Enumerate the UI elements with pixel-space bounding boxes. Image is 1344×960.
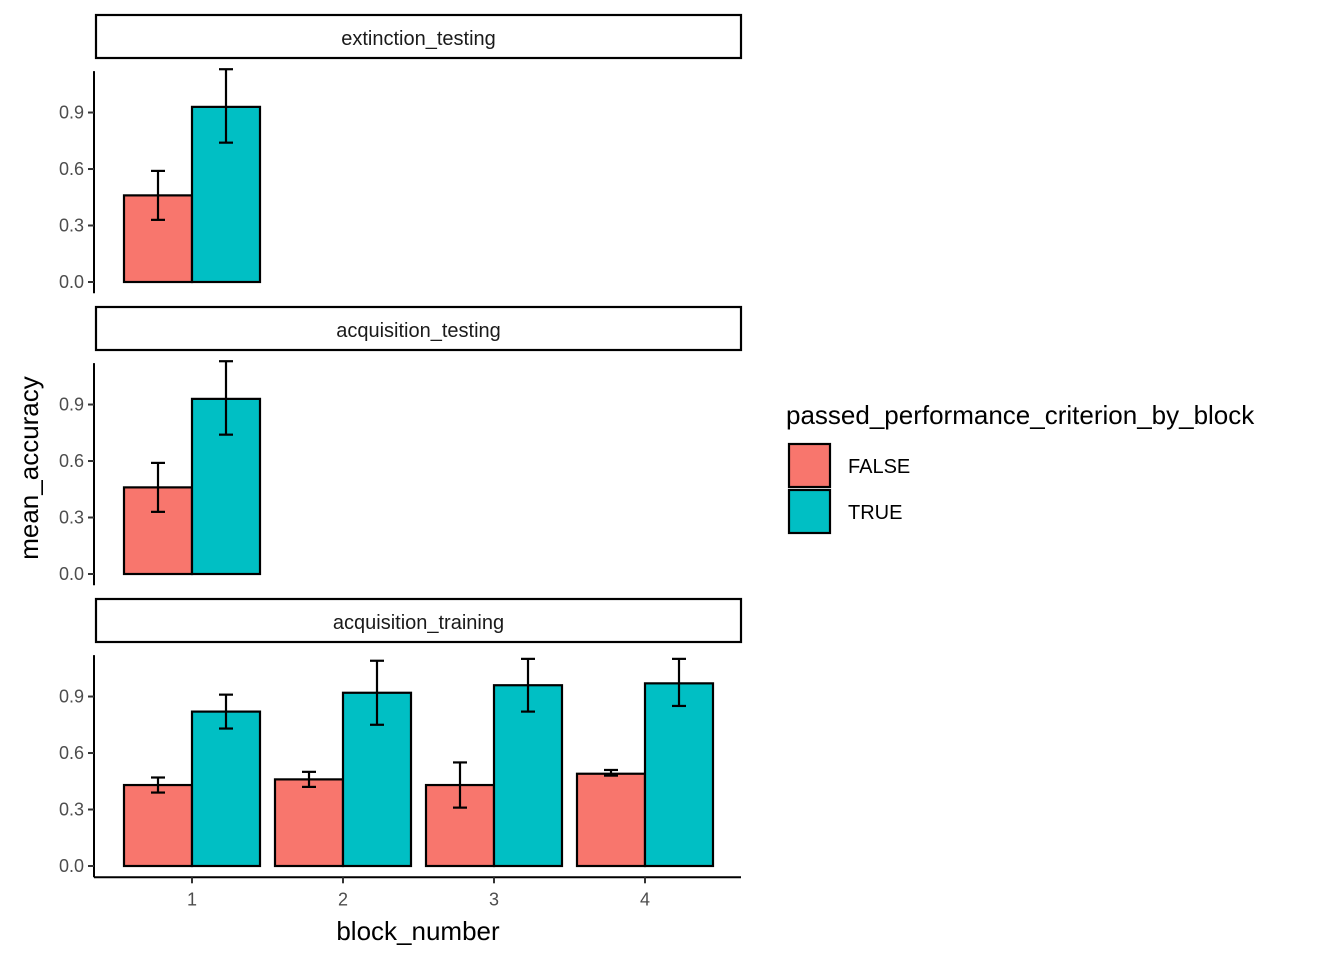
y-axis-title: mean_accuracy: [14, 376, 44, 560]
bar-acquisition_training-block4-FALSE: [575, 772, 647, 868]
y-tick-label: 0.6: [59, 159, 84, 179]
x-tick-label: 1: [187, 889, 197, 909]
legend-items: FALSE TRUE: [787, 442, 910, 535]
x-axis-title: block_number: [336, 916, 500, 946]
facet-strip-label-acquisition_testing: acquisition_testing: [336, 320, 501, 342]
bar-acquisition_training-block2-FALSE: [273, 778, 345, 868]
y-tick-label: 0.0: [59, 272, 84, 292]
y-tick-label: 0.6: [59, 743, 84, 763]
y-tick-label: 0.9: [59, 395, 84, 415]
bar-acquisition_training-block1-TRUE: [190, 710, 262, 868]
facet-strip-label-acquisition_training: acquisition_training: [333, 612, 504, 634]
panels-layer: extinction_testing 0.0 0.3 0.6 0.9 acquisitio…: [59, 13, 743, 909]
x-tick-label: 3: [489, 889, 499, 909]
bar-acquisition_training-block4-TRUE: [643, 682, 715, 868]
legend-title: passed_performance_criterion_by_block: [786, 400, 1255, 430]
facet-strip-label-extinction_testing: extinction_testing: [341, 28, 496, 50]
y-tick-label: 0.9: [59, 103, 84, 123]
x-tick-label: 2: [338, 889, 348, 909]
bar-acquisition_training-block1-FALSE: [122, 783, 194, 868]
y-tick-label: 0.6: [59, 451, 84, 471]
bar-acquisition_training-block3-TRUE: [492, 684, 564, 868]
legend-label-FALSE: FALSE: [848, 456, 910, 478]
y-tick-label: 0.3: [59, 800, 84, 820]
y-tick-label: 0.3: [59, 216, 84, 236]
facet-strip-acquisition_training: [94, 597, 743, 644]
legend-key-FALSE: [787, 442, 832, 489]
y-tick-label: 0.3: [59, 508, 84, 528]
x-tick-label: 4: [640, 889, 650, 909]
y-tick-label: 0.0: [59, 856, 84, 876]
legend: passed_performance_criterion_by_block FA…: [786, 400, 1255, 535]
facet-strip-acquisition_testing: [94, 305, 743, 352]
y-tick-label: 0.0: [59, 564, 84, 584]
legend-key-TRUE: [787, 488, 832, 535]
facet-strip-extinction_testing: [94, 13, 743, 60]
y-tick-label: 0.9: [59, 687, 84, 707]
legend-label-TRUE: TRUE: [848, 502, 902, 524]
